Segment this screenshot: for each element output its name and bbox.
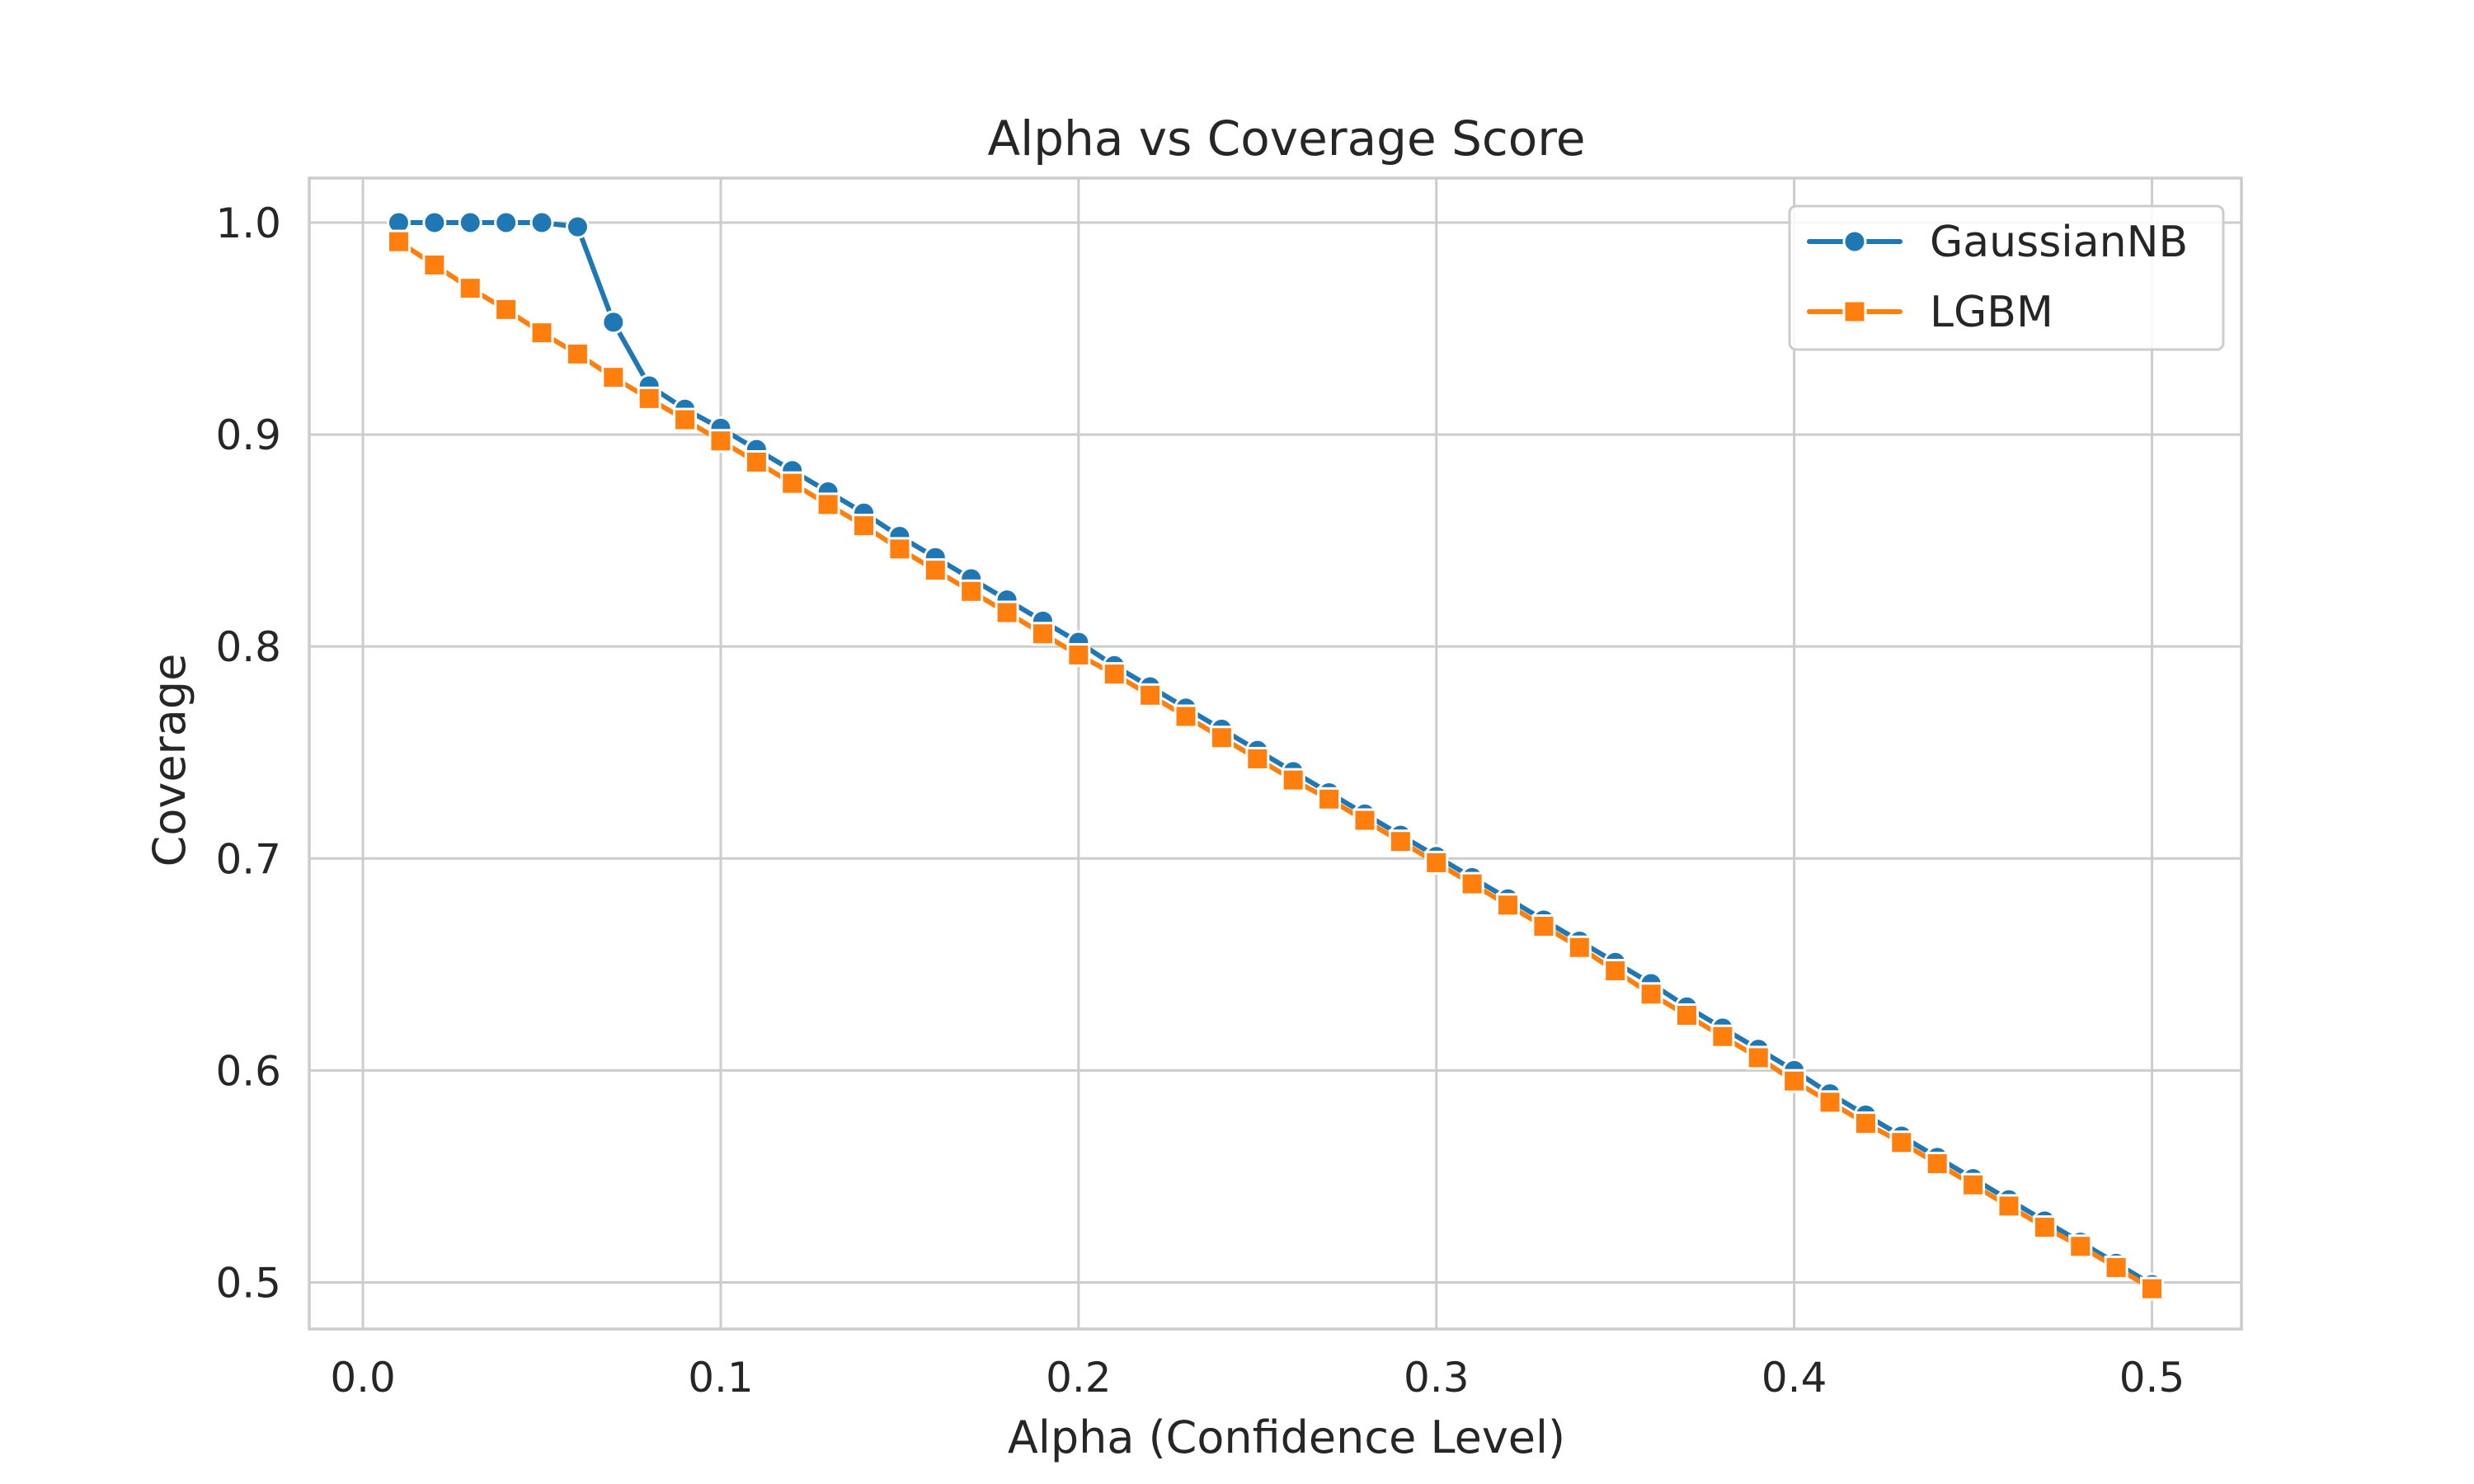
y-tick-label: 0.6 <box>215 1047 281 1095</box>
data-point-lgbm <box>1102 662 1126 687</box>
x-axis-ticks: 0.0 0.1 0.2 0.3 0.4 0.5 <box>330 1354 2185 1402</box>
x-tick-label: 0.1 <box>688 1354 754 1402</box>
y-axis-ticks: 0.5 0.6 0.7 0.8 0.9 1.0 <box>215 200 281 1307</box>
legend-item-lgbm: LGBM <box>1807 288 2053 337</box>
data-point-lgbm <box>2140 1276 2165 1301</box>
data-point-lgbm <box>816 492 840 517</box>
data-point-lgbm <box>1066 642 1091 667</box>
axes-background <box>309 178 2241 1329</box>
legend-lgbm-marker <box>1842 299 1867 324</box>
data-point-lgbm <box>1997 1194 2021 1219</box>
data-point-lgbm <box>529 321 554 345</box>
data-point-gaussiannb <box>458 210 482 235</box>
legend-gaussiannb-marker <box>1842 229 1867 254</box>
legend-item-gaussiannb: GaussianNB <box>1807 218 2188 267</box>
data-point-lgbm <box>1639 982 1663 1007</box>
data-point-lgbm <box>1567 935 1592 960</box>
data-point-lgbm <box>1853 1111 1878 1136</box>
y-tick-label: 0.8 <box>215 623 281 671</box>
data-point-lgbm <box>1388 829 1413 854</box>
data-point-lgbm <box>1925 1151 1950 1176</box>
data-point-lgbm <box>2104 1255 2128 1280</box>
data-point-lgbm <box>601 365 626 390</box>
data-point-lgbm <box>1674 1003 1699 1028</box>
data-point-gaussiannb <box>494 210 519 235</box>
y-tick-label: 1.0 <box>215 200 281 247</box>
data-point-lgbm <box>1245 746 1270 771</box>
x-tick-label: 0.4 <box>1761 1354 1827 1402</box>
data-point-lgbm <box>494 297 519 322</box>
data-point-lgbm <box>923 558 948 583</box>
legend-lgbm-label: LGBM <box>1930 288 2053 337</box>
data-point-lgbm <box>1603 959 1628 984</box>
data-point-gaussiannb <box>422 210 447 235</box>
data-point-lgbm <box>852 514 877 538</box>
data-point-lgbm <box>708 429 733 453</box>
data-point-lgbm <box>1174 704 1198 729</box>
data-point-lgbm <box>1352 808 1377 833</box>
data-point-lgbm <box>565 341 590 366</box>
data-point-lgbm <box>2032 1215 2057 1240</box>
data-point-lgbm <box>637 386 661 411</box>
data-point-lgbm <box>1818 1090 1842 1115</box>
data-point-lgbm <box>1531 914 1556 939</box>
data-point-lgbm <box>1030 622 1055 646</box>
grid <box>309 178 2241 1329</box>
x-tick-label: 0.3 <box>1404 1354 1470 1402</box>
x-tick-label: 0.2 <box>1046 1354 1112 1402</box>
data-point-lgbm <box>386 229 411 254</box>
series-lgbm <box>386 229 2165 1301</box>
data-point-lgbm <box>1460 871 1484 896</box>
data-point-lgbm <box>1281 768 1305 792</box>
data-point-gaussiannb <box>529 210 554 235</box>
data-point-lgbm <box>1961 1172 1986 1197</box>
data-point-lgbm <box>1138 683 1163 707</box>
y-axis-label: Coverage <box>143 654 195 867</box>
data-point-lgbm <box>887 537 912 561</box>
data-point-lgbm <box>1889 1130 1914 1155</box>
axes-frame <box>308 176 2243 1331</box>
y-tick-label: 0.9 <box>215 411 281 459</box>
legend: GaussianNB LGBM <box>1788 204 2225 351</box>
data-point-lgbm <box>1496 893 1521 918</box>
x-tick-label: 0.5 <box>2119 1354 2185 1402</box>
data-point-lgbm <box>458 276 482 301</box>
data-point-lgbm <box>744 450 769 475</box>
data-point-lgbm <box>1746 1045 1771 1070</box>
data-point-lgbm <box>2068 1234 2093 1259</box>
data-point-lgbm <box>1424 850 1449 875</box>
data-point-lgbm <box>780 471 805 495</box>
y-tick-label: 0.5 <box>215 1259 281 1307</box>
data-point-lgbm <box>1317 787 1342 811</box>
data-point-lgbm <box>1209 726 1234 750</box>
series-layer <box>386 210 2165 1301</box>
plot-area <box>308 176 2243 1331</box>
data-point-lgbm <box>995 600 1019 625</box>
y-tick-label: 0.7 <box>215 835 281 883</box>
data-point-lgbm <box>1782 1068 1807 1093</box>
x-tick-label: 0.0 <box>330 1354 396 1402</box>
data-point-lgbm <box>1710 1024 1735 1049</box>
data-point-gaussiannb <box>565 214 590 239</box>
chart-title: Alpha vs Coverage Score <box>987 110 1585 167</box>
legend-gaussiannb-label: GaussianNB <box>1930 218 2188 267</box>
data-point-gaussiannb <box>601 310 626 335</box>
data-point-lgbm <box>959 579 984 603</box>
x-axis-label: Alpha (Confidence Level) <box>1008 1411 1565 1463</box>
data-point-lgbm <box>673 407 698 432</box>
data-point-lgbm <box>422 252 447 277</box>
